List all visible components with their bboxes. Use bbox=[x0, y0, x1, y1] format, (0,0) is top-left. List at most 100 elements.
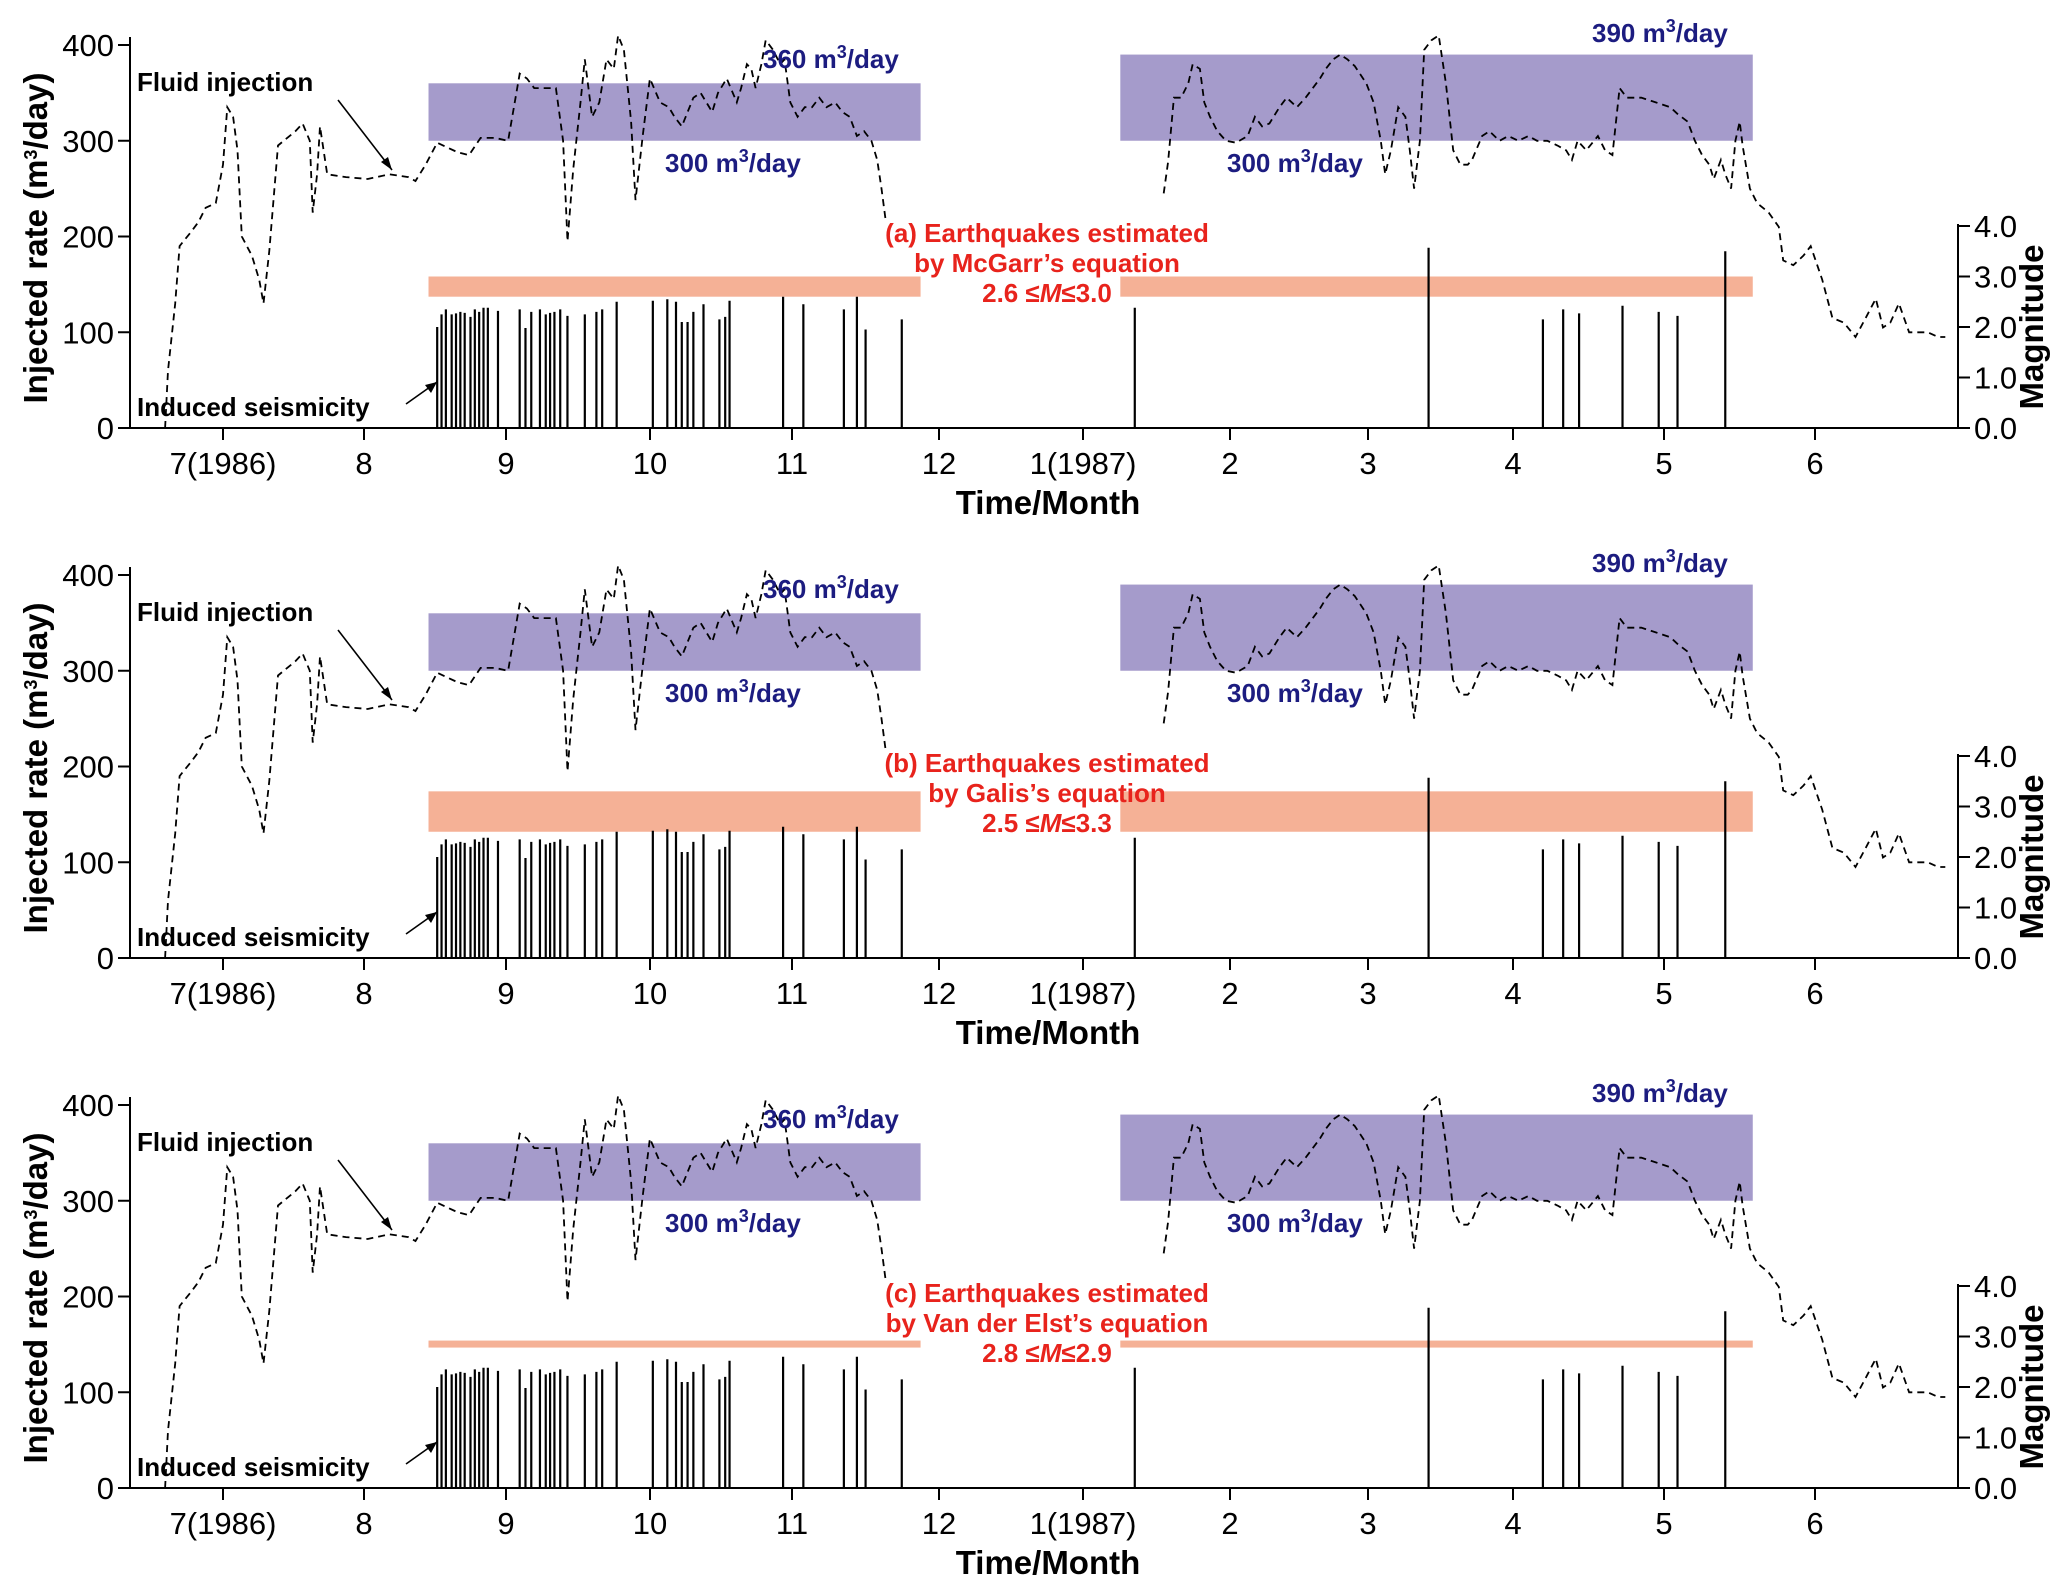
injection-rate-line-2 bbox=[1162, 563, 1946, 869]
left-tick-label: 100 bbox=[62, 1375, 114, 1410]
x-tick-label: 10 bbox=[633, 446, 667, 481]
band-label-300-second: 300 m3/day bbox=[1227, 676, 1363, 708]
x-tick-label: 5 bbox=[1655, 446, 1672, 481]
band-label-360: 360 m3/day bbox=[763, 1102, 899, 1134]
right-y-axis-title: Magnitude bbox=[2013, 245, 2050, 410]
x-tick-label: 1(1987) bbox=[1030, 976, 1137, 1011]
arrow-head-icon bbox=[381, 1217, 392, 1230]
left-y-axis-title: Injected rate (m3/day) bbox=[17, 1133, 54, 1464]
left-tick-label: 400 bbox=[62, 1088, 114, 1123]
x-tick-label: 6 bbox=[1806, 976, 1823, 1011]
magnitude-range-band-2 bbox=[1120, 276, 1753, 297]
right-tick-label: 4.0 bbox=[1974, 209, 2017, 244]
fluid-injection-arrow bbox=[337, 1159, 393, 1231]
x-axis-title: Time/Month bbox=[956, 484, 1141, 521]
chart-panel-b: 0 100 200 300 400 0.0 1.0 2.0 3.0 4.0 7(1986) 8 9 10 1… bbox=[17, 546, 2050, 1051]
band-label-390: 390 m3/day bbox=[1592, 1076, 1728, 1108]
x-tick-label: 6 bbox=[1806, 446, 1823, 481]
panel-title-line2: by McGarr’s equation bbox=[914, 248, 1180, 278]
magnitude-range-band-1 bbox=[428, 791, 921, 832]
band-label-300-first: 300 m3/day bbox=[665, 676, 801, 708]
magnitude-range-label: 2.6 ≤M≤3.0 bbox=[982, 278, 1112, 308]
right-tick-label: 1.0 bbox=[1974, 361, 2017, 396]
x-tick-label: 12 bbox=[922, 446, 956, 481]
injection-band-1 bbox=[428, 1143, 921, 1201]
x-axis-title: Time/Month bbox=[956, 1544, 1141, 1581]
injection-rate-line-1 bbox=[164, 1091, 887, 1489]
left-tick-label: 100 bbox=[62, 315, 114, 350]
x-tick-label: 4 bbox=[1504, 1506, 1521, 1541]
left-tick-label: 200 bbox=[62, 750, 114, 785]
x-tick-label: 1(1987) bbox=[1030, 1506, 1137, 1541]
band-label-300-second: 300 m3/day bbox=[1227, 146, 1363, 178]
x-tick-label: 7(1986) bbox=[170, 976, 277, 1011]
x-tick-label: 3 bbox=[1359, 976, 1376, 1011]
injection-rate-line-1 bbox=[164, 31, 887, 429]
x-tick-label: 9 bbox=[497, 1506, 514, 1541]
right-tick-label: 3.0 bbox=[1974, 260, 2017, 295]
arrow-head-icon bbox=[381, 687, 392, 700]
fluid-injection-annotation: Fluid injection bbox=[137, 597, 313, 627]
band-label-360: 360 m3/day bbox=[763, 572, 899, 604]
fluid-injection-arrow bbox=[337, 99, 393, 171]
magnitude-range-label: 2.5 ≤M≤3.3 bbox=[982, 808, 1112, 838]
magnitude-range-label: 2.8 ≤M≤2.9 bbox=[982, 1338, 1112, 1368]
x-tick-label: 11 bbox=[776, 976, 808, 1011]
left-y-axis-title: Injected rate (m3/day) bbox=[17, 73, 54, 404]
left-tick-label: 400 bbox=[62, 558, 114, 593]
left-tick-label: 300 bbox=[62, 124, 114, 159]
band-label-300-first: 300 m3/day bbox=[665, 146, 801, 178]
left-tick-label: 200 bbox=[62, 220, 114, 255]
panel-title-line2: by Galis’s equation bbox=[928, 778, 1165, 808]
x-tick-label: 10 bbox=[633, 976, 667, 1011]
right-y-axis-title: Magnitude bbox=[2013, 775, 2050, 940]
x-tick-label: 12 bbox=[922, 976, 956, 1011]
left-y-axis-title: Injected rate (m3/day) bbox=[17, 603, 54, 934]
fluid-injection-annotation: Fluid injection bbox=[137, 1127, 313, 1157]
right-tick-label: 2.0 bbox=[1974, 840, 2017, 875]
x-tick-label: 9 bbox=[497, 446, 514, 481]
magnitude-range-band-2 bbox=[1120, 791, 1753, 832]
injection-band-2 bbox=[1120, 54, 1753, 141]
arrow-head-icon bbox=[425, 912, 437, 923]
left-tick-label: 0 bbox=[97, 1471, 114, 1506]
panel-title-line2: by Van der Elst’s equation bbox=[886, 1308, 1209, 1338]
induced-seismicity-annotation: Induced seismicity bbox=[137, 922, 370, 952]
arrow-head-icon bbox=[425, 382, 437, 393]
right-tick-label: 1.0 bbox=[1974, 891, 2017, 926]
right-tick-label: 0.0 bbox=[1974, 411, 2017, 446]
injection-band-2 bbox=[1120, 584, 1753, 671]
x-tick-label: 2 bbox=[1221, 446, 1238, 481]
x-tick-label: 3 bbox=[1359, 446, 1376, 481]
band-label-300-first: 300 m3/day bbox=[665, 1206, 801, 1238]
injection-band-1 bbox=[428, 613, 921, 671]
x-tick-label: 2 bbox=[1221, 976, 1238, 1011]
x-axis-title: Time/Month bbox=[956, 1014, 1141, 1051]
right-tick-label: 0.0 bbox=[1974, 941, 2017, 976]
left-tick-label: 400 bbox=[62, 28, 114, 63]
right-tick-label: 0.0 bbox=[1974, 1471, 2017, 1506]
x-tick-label: 5 bbox=[1655, 1506, 1672, 1541]
chart-panel-c: 0 100 200 300 400 0.0 1.0 2.0 3.0 4.0 7(1986) 8 9 10 1… bbox=[17, 1076, 2050, 1581]
band-label-300-second: 300 m3/day bbox=[1227, 1206, 1363, 1238]
arrow-head-icon bbox=[425, 1442, 437, 1453]
x-tick-label: 4 bbox=[1504, 446, 1521, 481]
right-tick-label: 1.0 bbox=[1974, 1421, 2017, 1456]
arrow-head-icon bbox=[381, 157, 392, 170]
chart-panels: 0 100 200 300 400 0.0 1.0 2.0 3.0 4.0 7(1986) 8 9 10 1… bbox=[17, 16, 2050, 1581]
left-tick-label: 200 bbox=[62, 1280, 114, 1315]
band-label-390: 390 m3/day bbox=[1592, 546, 1728, 578]
x-tick-label: 8 bbox=[355, 976, 372, 1011]
band-label-390: 390 m3/day bbox=[1592, 16, 1728, 48]
band-label-360: 360 m3/day bbox=[763, 42, 899, 74]
x-tick-label: 7(1986) bbox=[170, 446, 277, 481]
injection-rate-line-1 bbox=[164, 561, 887, 959]
panel-title-line1: (c) Earthquakes estimated bbox=[885, 1278, 1209, 1308]
magnitude-range-band-1 bbox=[428, 276, 921, 297]
chart-panel-a: 0 100 200 300 400 0.0 1.0 2.0 3.0 4.0 7(1986) 8 9 10 1… bbox=[17, 16, 2050, 521]
right-tick-label: 3.0 bbox=[1974, 790, 2017, 825]
x-tick-label: 5 bbox=[1655, 976, 1672, 1011]
magnitude-range-band-2 bbox=[1120, 1340, 1753, 1348]
x-tick-label: 8 bbox=[355, 446, 372, 481]
